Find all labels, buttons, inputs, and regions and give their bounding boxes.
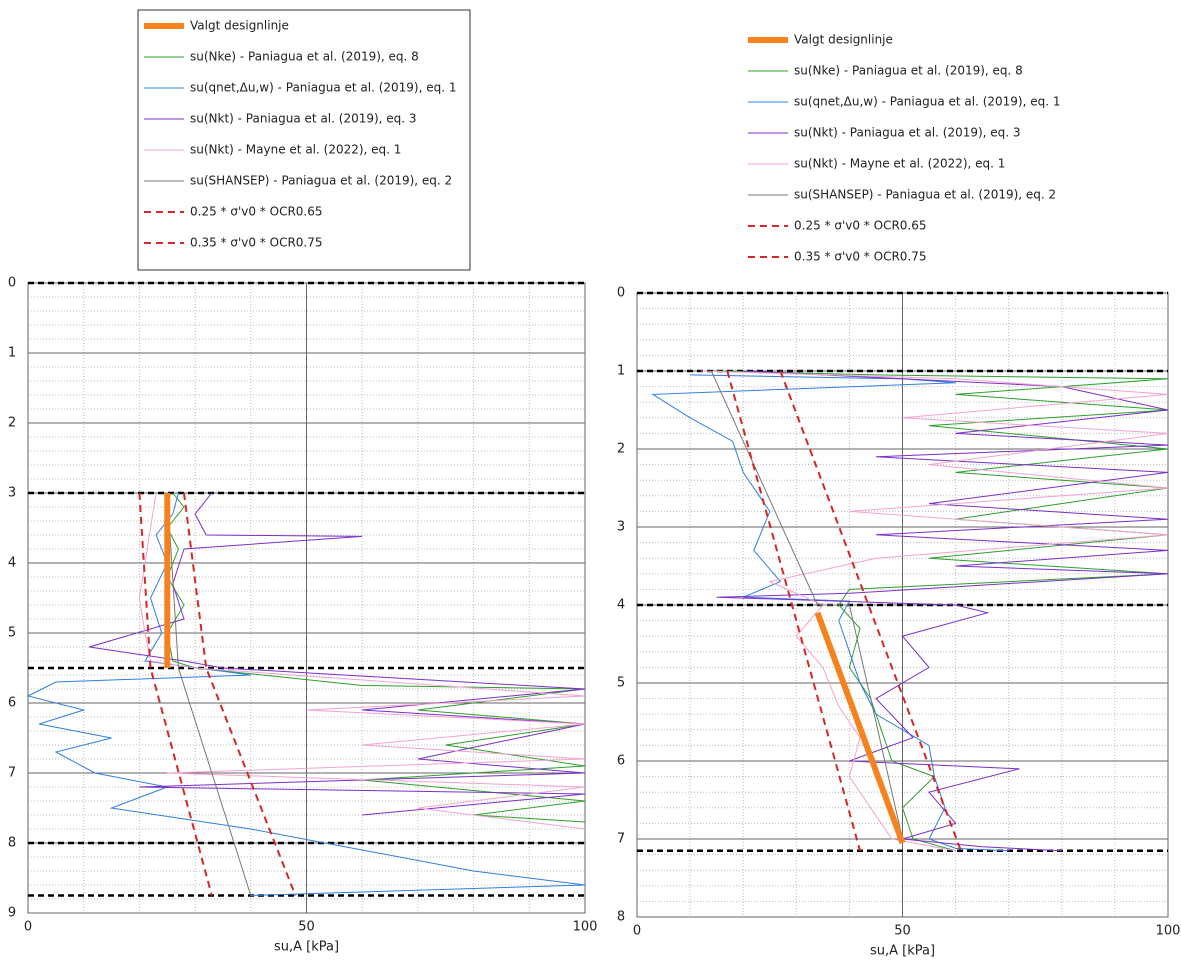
- y-tick-label: 7: [617, 832, 625, 847]
- x-axis-label: su,A [kPa]: [274, 940, 339, 955]
- y-tick-label: 2: [617, 442, 625, 457]
- series-line: [26, 492, 586, 896]
- y-tick-label: 1: [617, 364, 625, 379]
- legend-label: Valgt designlinje: [794, 33, 893, 47]
- y-tick-label: 4: [617, 598, 625, 613]
- y-tick-label: 2: [8, 416, 16, 431]
- y-tick-label: 5: [8, 626, 16, 641]
- legend-label: su(Nkt) - Paniagua et al. (2019), eq. 3: [794, 126, 1021, 140]
- legend-label: su(Nkt) - Mayne et al. (2022), eq. 1: [190, 143, 401, 157]
- series-line: [814, 611, 906, 844]
- legend-label: 0.25 * σ'v0 * OCR0.65: [794, 219, 927, 233]
- legend-label: su(Nke) - Paniagua et al. (2019), eq. 8: [190, 50, 419, 64]
- x-axis-label: su,A [kPa]: [870, 944, 935, 959]
- legend-label: Valgt designlinje: [190, 19, 289, 33]
- series-line: [89, 492, 586, 816]
- series-line: [710, 370, 903, 840]
- y-tick-label: 6: [617, 754, 625, 769]
- legend-box: [137, 9, 471, 271]
- series-line: [183, 492, 297, 896]
- y-tick-label: 3: [617, 520, 625, 535]
- y-tick-label: 9: [8, 906, 16, 921]
- y-tick-label: 8: [8, 836, 16, 851]
- legend-label: su(SHANSEP) - Paniagua et al. (2019), eq…: [794, 188, 1056, 202]
- legend-label: su(Nkt) - Paniagua et al. (2019), eq. 3: [190, 112, 417, 126]
- series-line: [779, 370, 962, 852]
- series-line: [138, 492, 586, 830]
- y-tick-label: 6: [8, 696, 16, 711]
- legend-label: su(qnet,Δu,w) - Paniagua et al. (2019), …: [794, 95, 1061, 109]
- legend-label: 0.35 * σ'v0 * OCR0.75: [794, 250, 927, 264]
- x-tick-label: 0: [633, 924, 641, 939]
- y-tick-label: 8: [617, 910, 625, 925]
- series-line: [716, 370, 1169, 852]
- x-tick-label: 50: [894, 924, 911, 939]
- x-tick-label: 50: [298, 920, 315, 935]
- legend-label: su(qnet,Δu,w) - Paniagua et al. (2019), …: [190, 81, 457, 95]
- legend-label: 0.35 * σ'v0 * OCR0.75: [190, 236, 323, 250]
- y-tick-label: 7: [8, 766, 16, 781]
- legend-label: su(Nkt) - Mayne et al. (2022), eq. 1: [794, 157, 1005, 171]
- y-tick-label: 0: [8, 276, 16, 291]
- legend-label: su(Nke) - Paniagua et al. (2019), eq. 8: [794, 64, 1023, 78]
- y-tick-label: 1: [8, 346, 16, 361]
- y-tick-label: 3: [8, 486, 16, 501]
- series-line: [726, 370, 861, 851]
- series-line: [166, 492, 252, 896]
- legend-label: su(SHANSEP) - Paniagua et al. (2019), eq…: [190, 174, 452, 188]
- legend-label: 0.25 * σ'v0 * OCR0.65: [190, 205, 323, 219]
- x-tick-label: 100: [573, 920, 598, 935]
- x-tick-label: 0: [24, 920, 32, 935]
- y-tick-label: 4: [8, 556, 16, 571]
- y-tick-label: 0: [617, 286, 625, 301]
- y-tick-label: 5: [617, 676, 625, 691]
- x-tick-label: 100: [1156, 924, 1181, 939]
- series-line: [700, 370, 1169, 852]
